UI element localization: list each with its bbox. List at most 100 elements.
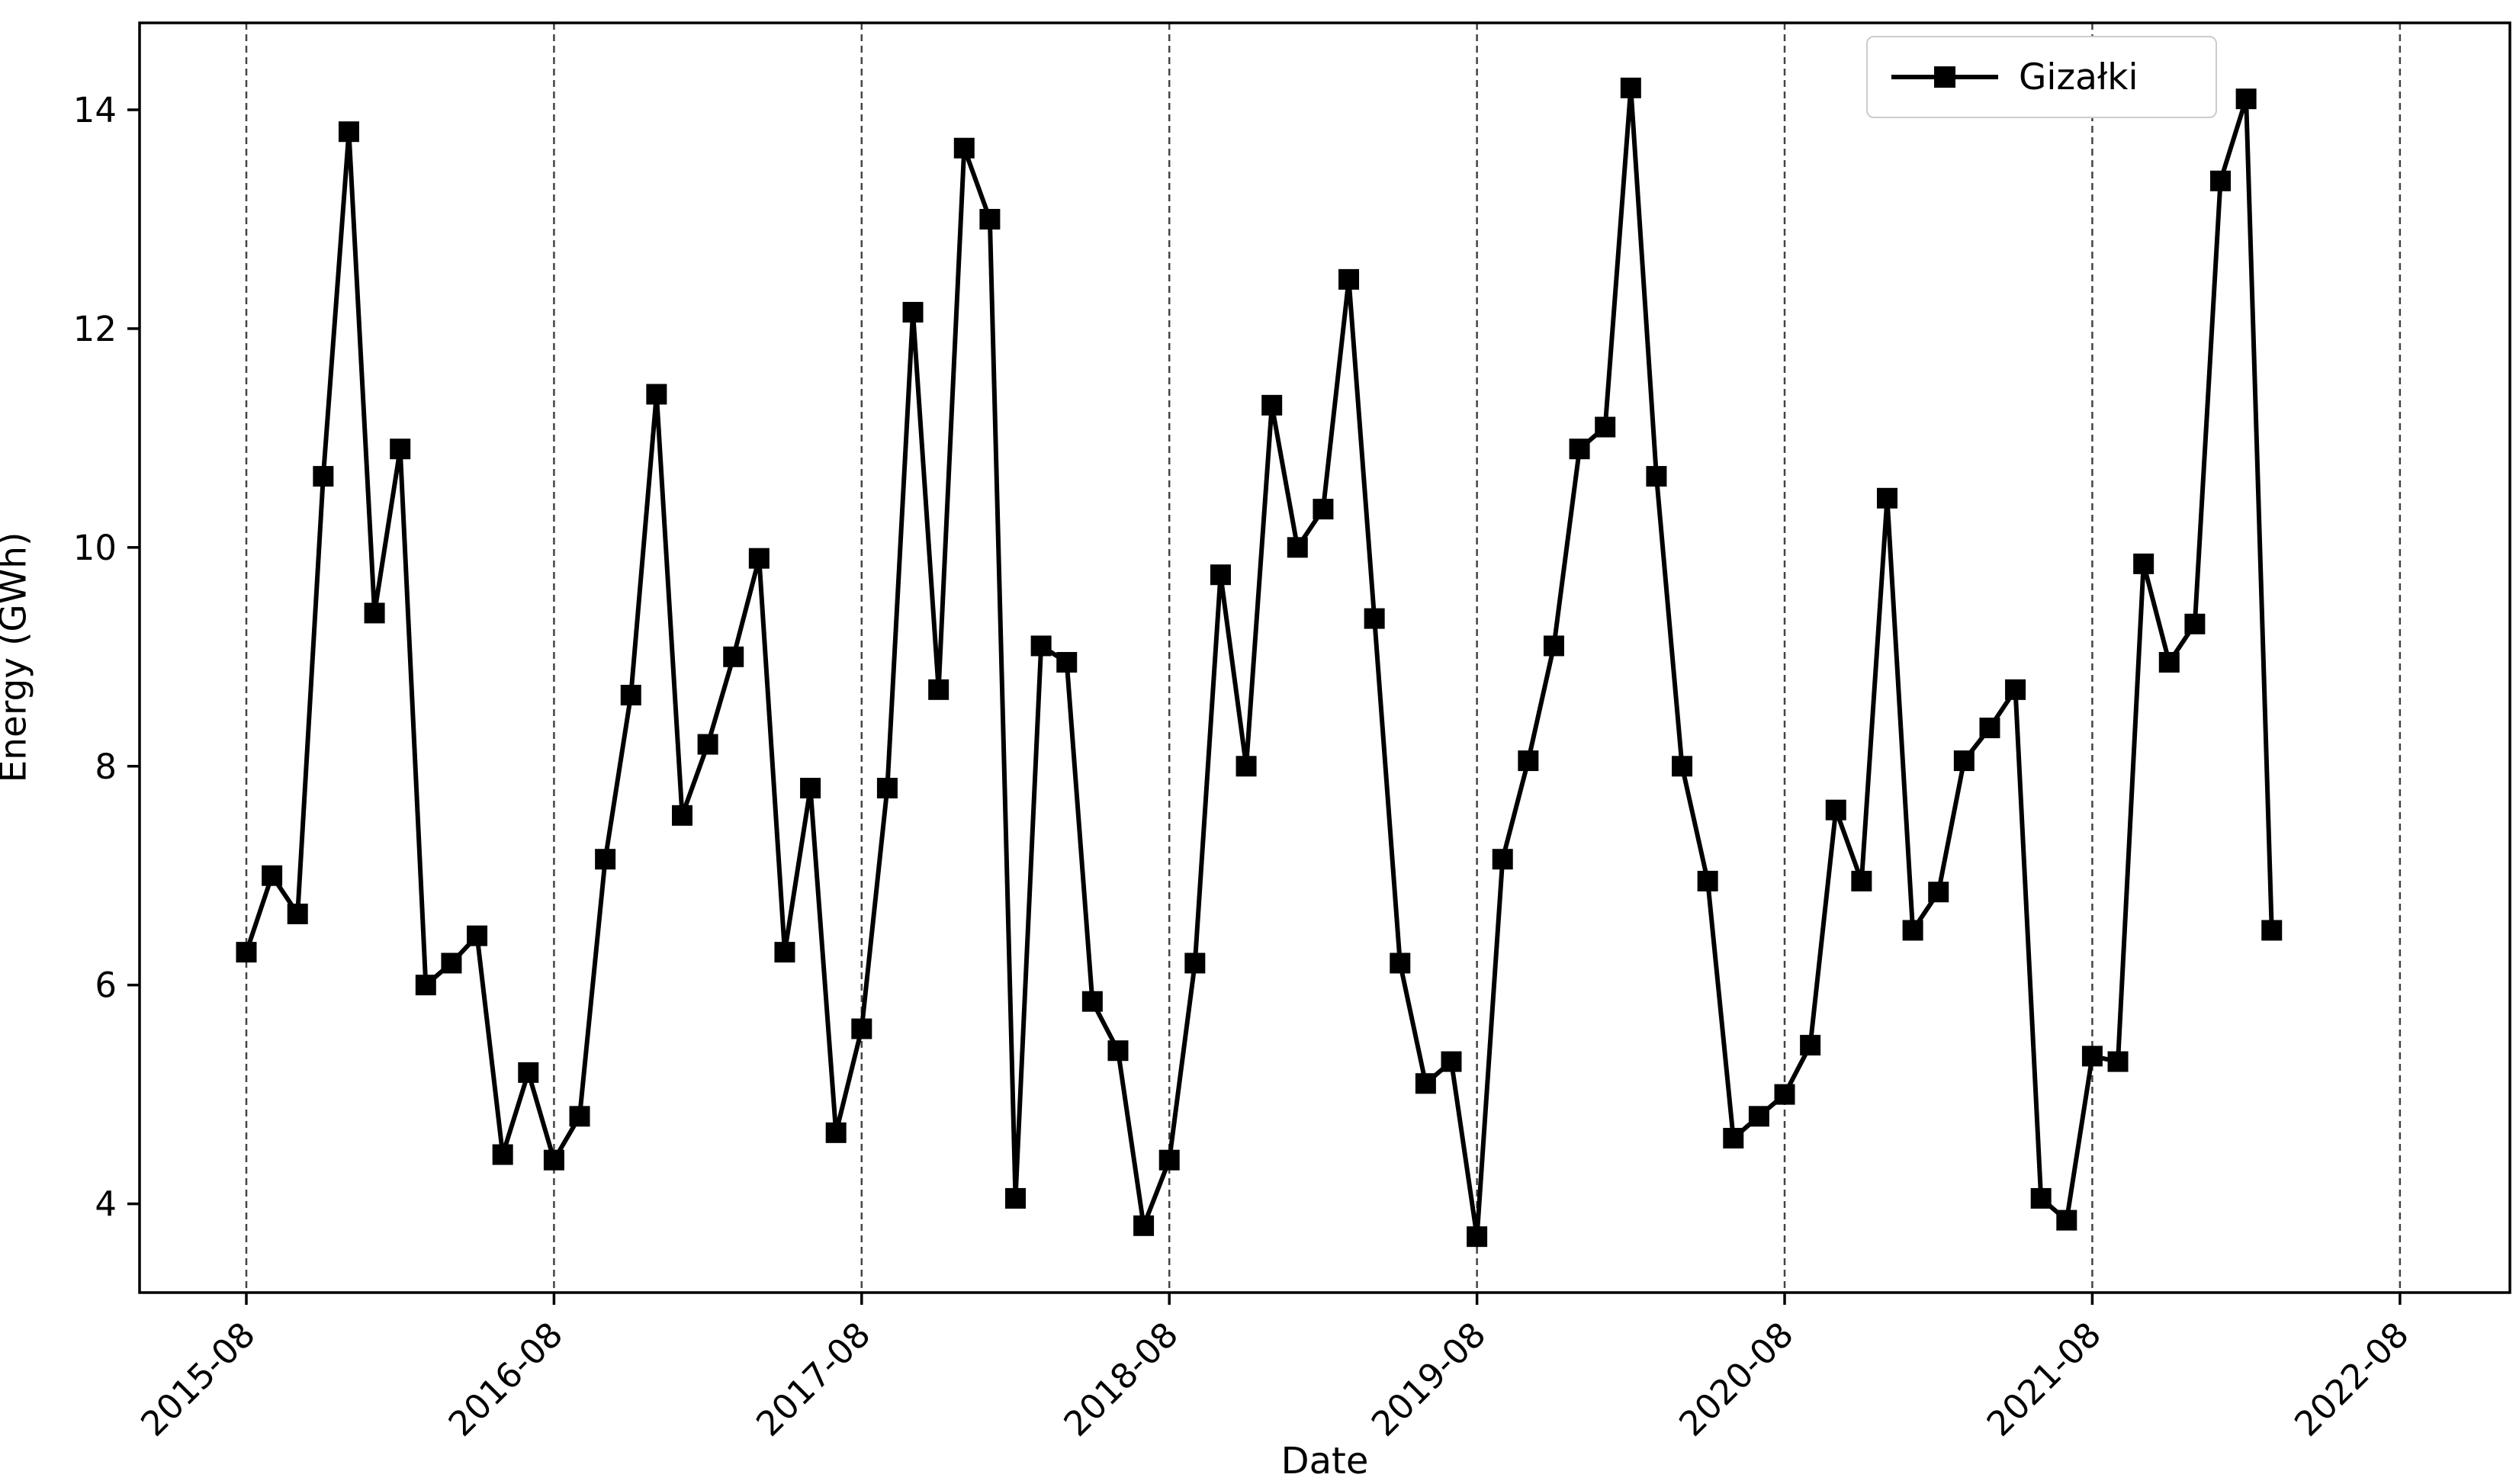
data-point-marker bbox=[1415, 1073, 1436, 1094]
data-point-marker bbox=[1313, 499, 1334, 520]
legend-label: Gizałki bbox=[2019, 56, 2138, 98]
data-point-marker bbox=[1748, 1106, 1769, 1127]
data-point-marker bbox=[979, 208, 1001, 230]
data-point-marker bbox=[1697, 870, 1718, 891]
data-point-marker bbox=[1287, 537, 1308, 558]
data-point-marker bbox=[1646, 466, 1667, 487]
data-point-marker bbox=[1338, 268, 1360, 290]
data-point-marker bbox=[1236, 756, 1257, 777]
data-point-marker bbox=[1902, 920, 1923, 941]
axes-frame bbox=[138, 21, 2511, 1294]
x-tick-label: 2018-08 bbox=[1056, 1314, 1186, 1444]
data-point-marker bbox=[1851, 870, 1872, 891]
y-tick-label: 8 bbox=[95, 747, 117, 787]
y-tick-label: 14 bbox=[73, 90, 117, 130]
data-point-marker bbox=[748, 548, 770, 569]
data-point-marker bbox=[1441, 1051, 1462, 1072]
data-point-marker bbox=[2184, 613, 2206, 634]
data-point-marker bbox=[851, 1018, 872, 1039]
data-point-marker bbox=[1261, 394, 1283, 416]
data-point-marker bbox=[2030, 1187, 2052, 1209]
data-point-marker bbox=[1210, 564, 1231, 586]
data-point-marker bbox=[569, 1106, 590, 1127]
data-point-marker bbox=[467, 925, 488, 946]
data-point-marker bbox=[1800, 1035, 1821, 1056]
data-point-marker bbox=[2210, 170, 2232, 191]
data-point-marker bbox=[1364, 608, 1385, 629]
data-point-marker bbox=[1543, 635, 1564, 657]
y-tick-label: 6 bbox=[95, 965, 117, 1006]
data-point-marker bbox=[2107, 1051, 2129, 1072]
y-tick-label: 12 bbox=[73, 309, 117, 349]
data-point-marker bbox=[1672, 756, 1693, 777]
data-point-marker bbox=[1518, 750, 1539, 772]
data-point-marker bbox=[338, 121, 359, 143]
data-point-marker bbox=[1467, 1226, 1488, 1248]
data-point-marker bbox=[390, 438, 411, 460]
data-point-marker bbox=[1774, 1084, 1795, 1105]
data-point-marker bbox=[800, 777, 821, 798]
data-point-marker bbox=[2005, 679, 2026, 700]
data-point-marker bbox=[364, 602, 385, 624]
data-point-marker bbox=[543, 1149, 564, 1171]
data-point-marker bbox=[518, 1062, 539, 1083]
data-point-marker bbox=[1492, 849, 1513, 870]
data-point-marker bbox=[441, 952, 462, 974]
data-point-marker bbox=[1081, 991, 1103, 1012]
legend: Gizałki bbox=[1866, 36, 2217, 118]
data-point-marker bbox=[1723, 1128, 1744, 1149]
data-point-marker bbox=[2235, 88, 2257, 110]
x-tick-label: 2016-08 bbox=[441, 1314, 570, 1444]
data-point-marker bbox=[774, 942, 795, 963]
data-point-marker bbox=[1158, 1149, 1180, 1171]
data-point-marker bbox=[415, 975, 436, 996]
series-line-gizalki bbox=[244, 85, 2274, 1239]
data-point-marker bbox=[1569, 438, 1590, 460]
x-tick-label: 2017-08 bbox=[748, 1314, 878, 1444]
data-point-marker bbox=[1595, 416, 1616, 438]
data-point-marker bbox=[723, 646, 744, 667]
data-point-marker bbox=[697, 734, 718, 755]
x-axis-label: Date bbox=[1280, 1440, 1369, 1482]
data-point-marker bbox=[1620, 77, 1641, 98]
data-point-marker bbox=[620, 685, 641, 706]
data-point-marker bbox=[1825, 799, 1846, 821]
data-point-marker bbox=[2261, 920, 2283, 941]
data-point-marker bbox=[1953, 750, 1975, 772]
data-point-marker bbox=[825, 1122, 847, 1143]
data-point-marker bbox=[2158, 651, 2180, 673]
data-point-marker bbox=[1107, 1040, 1129, 1062]
x-tick-label: 2015-08 bbox=[133, 1314, 262, 1444]
x-tick-label: 2022-08 bbox=[2286, 1314, 2416, 1444]
y-tick-label: 10 bbox=[73, 528, 117, 568]
data-point-marker bbox=[1133, 1215, 1155, 1236]
y-tick-label: 4 bbox=[95, 1184, 117, 1225]
data-point-marker bbox=[313, 466, 334, 487]
data-point-marker bbox=[953, 137, 975, 159]
data-point-marker bbox=[236, 942, 257, 963]
data-point-marker bbox=[1030, 635, 1052, 657]
data-point-marker bbox=[646, 384, 667, 405]
data-point-marker bbox=[902, 301, 924, 323]
data-point-marker bbox=[928, 679, 950, 700]
data-point-marker bbox=[1928, 882, 1949, 903]
data-point-marker bbox=[287, 903, 308, 924]
x-tick-label: 2019-08 bbox=[1364, 1314, 1493, 1444]
data-point-marker bbox=[595, 849, 616, 870]
data-point-marker bbox=[876, 777, 898, 798]
data-point-marker bbox=[671, 805, 692, 826]
x-tick-label: 2020-08 bbox=[1671, 1314, 1801, 1444]
data-point-marker bbox=[492, 1144, 513, 1165]
data-point-marker bbox=[1390, 952, 1411, 974]
y-axis-label: Energy (GWh) bbox=[0, 532, 35, 783]
data-point-marker bbox=[1876, 487, 1897, 509]
data-point-marker bbox=[262, 865, 283, 886]
data-point-marker bbox=[1184, 952, 1206, 974]
data-point-marker bbox=[2081, 1046, 2103, 1067]
data-point-marker bbox=[1005, 1187, 1027, 1209]
data-point-marker bbox=[2133, 553, 2155, 574]
x-tick-label: 2021-08 bbox=[1979, 1314, 2109, 1444]
data-point-marker bbox=[2056, 1209, 2077, 1231]
